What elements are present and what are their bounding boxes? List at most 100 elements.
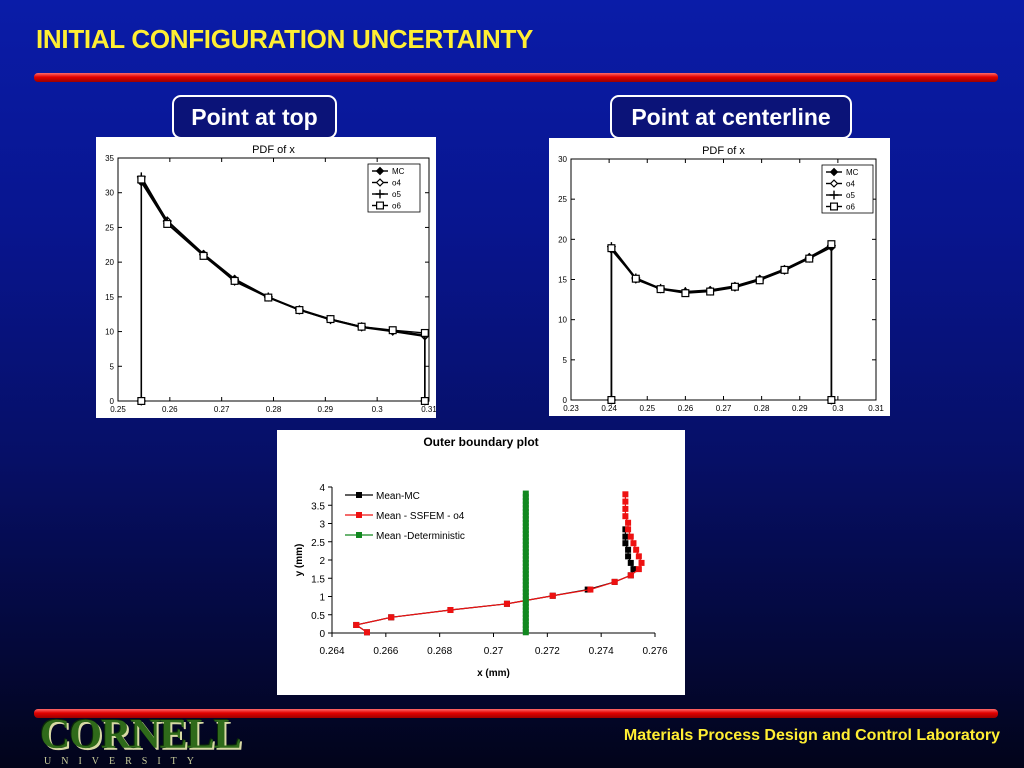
- boundary-x-tick-label: 0.27: [484, 646, 504, 657]
- pdf-center-point-o6: [805, 254, 814, 263]
- boundary-point-mean-deterministic: [522, 600, 529, 607]
- pdf-top-legend-marker: [375, 166, 385, 176]
- boundary-point-mean-mc: [630, 566, 637, 573]
- pdf-center-legend-label: o4: [846, 180, 855, 189]
- pdf-center-x-tick-label: 0.28: [754, 404, 770, 413]
- pdf-top-point-o6: [420, 397, 429, 406]
- boundary-point-mean-deterministic: [522, 505, 529, 512]
- boundary-point-mean-deterministic: [522, 589, 529, 596]
- boundary-point-mean-deterministic: [522, 548, 529, 555]
- boundary-x-tick-label: 0.264: [319, 646, 344, 657]
- boundary-title: Outer boundary plot: [423, 435, 538, 449]
- boundary-point-mean-deterministic: [522, 538, 529, 545]
- pdf-center-x-tick-label: 0.3: [832, 404, 844, 413]
- pdf-center-point-o6: [607, 244, 616, 253]
- boundary-point-mean-ssfem-o4: [503, 600, 510, 607]
- cornell-logo: CORNELL UNIVERSITY: [40, 712, 242, 768]
- pdf-center-y-tick-label: 15: [558, 276, 567, 285]
- logo-subtitle: UNIVERSITY: [44, 756, 204, 767]
- boundary-x-tick-label: 0.274: [589, 646, 614, 657]
- boundary-point-mean-deterministic: [522, 516, 529, 523]
- pdf-top-panel: PDF of x 0.25 0.26 0.27 0.28 0.29 0.3 0.31 0 5 10 1…: [96, 137, 436, 418]
- pdf-center-point-o6: [827, 396, 836, 405]
- pdf-center-point-o6: [656, 285, 665, 294]
- boundary-point-mean-deterministic: [522, 570, 529, 577]
- boundary-point-mean-deterministic: [522, 556, 529, 563]
- boundary-y-tick-label: 2: [319, 556, 325, 567]
- boundary-point-mean-deterministic: [522, 534, 529, 541]
- pdf-center-legend-label: o6: [846, 203, 855, 212]
- boundary-legend-marker: [356, 532, 362, 538]
- pdf-top-point-o6: [230, 276, 239, 285]
- pdf-top-point-o6: [388, 326, 397, 335]
- boundary-point-mean-ssfem-o4: [638, 559, 645, 566]
- pdf-top-point-o6: [295, 306, 304, 315]
- boundary-point-mean-ssfem-o4: [363, 629, 370, 636]
- boundary-point-mean-deterministic: [522, 625, 529, 632]
- pdf-center-point-o6: [827, 240, 836, 249]
- boundary-point-mean-deterministic: [522, 527, 529, 534]
- pdf-top-point-o6: [264, 293, 273, 302]
- pdf-top-y-tick-label: 0: [110, 397, 115, 406]
- pdf-top-legend-label: o5: [392, 190, 401, 199]
- pdf-top-legend-marker: [375, 178, 385, 187]
- boundary-point-mean-deterministic: [522, 596, 529, 603]
- boundary-y-tick-label: 1: [319, 593, 325, 604]
- pdf-top-legend-marker: [376, 201, 385, 210]
- boundary-point-mean-ssfem-o4: [625, 526, 632, 533]
- pdf-top-x-tick-label: 0.29: [318, 405, 334, 414]
- boundary-point-mean-deterministic: [522, 607, 529, 614]
- pdf-center-title: PDF of x: [702, 145, 745, 157]
- pdf-top-x-tick-label: 0.28: [266, 405, 282, 414]
- boundary-point-mean-deterministic: [522, 581, 529, 588]
- pdf-center-point-o6: [730, 282, 739, 291]
- boundary-point-mean-ssfem-o4: [633, 546, 640, 553]
- pdf-top-legend-label: MC: [392, 167, 405, 176]
- pdf-center-y-tick-label: 5: [563, 356, 568, 365]
- pdf-center-legend-marker: [829, 179, 839, 188]
- pdf-top-y-tick-label: 35: [105, 154, 114, 163]
- pdf-top-legend-label: o6: [392, 202, 401, 211]
- pdf-top-point-o6: [199, 251, 208, 260]
- pdf-top-y-tick-label: 10: [105, 328, 114, 337]
- pdf-center-legend-marker: [830, 202, 839, 211]
- pdf-center-series-o6: [607, 240, 836, 405]
- pdf-center-x-tick-label: 0.23: [563, 404, 579, 413]
- pdf-top-title: PDF of x: [252, 144, 295, 156]
- pdf-center-legend-label: MC: [846, 168, 859, 177]
- boundary-point-mean-deterministic: [522, 567, 529, 574]
- boundary-y-tick-label: 0: [319, 629, 325, 640]
- logo-wordmark: CORNELL: [40, 712, 242, 758]
- pdf-top-legend-marker: [375, 189, 385, 199]
- pdf-top-point-o6: [357, 322, 366, 331]
- boundary-point-mean-ssfem-o4: [622, 491, 629, 498]
- boundary-series-mean-deterministic: [522, 490, 529, 636]
- boundary-point-mean-deterministic: [522, 618, 529, 625]
- boundary-point-mean-deterministic: [522, 603, 529, 610]
- pdf-top-y-tick-label: 25: [105, 223, 114, 232]
- boundary-point-mean-deterministic: [522, 490, 529, 497]
- pdf-top-y-tick-label: 5: [110, 362, 115, 371]
- boundary-point-mean-deterministic: [522, 494, 529, 501]
- boundary-point-mean-deterministic: [522, 621, 529, 628]
- outer-boundary-panel: Outer boundary plot 0.264 0.266 0.268 0.27 0.…: [277, 430, 685, 695]
- boundary-point-mean-ssfem-o4: [353, 621, 360, 628]
- pdf-top-point-o6: [137, 175, 146, 184]
- boundary-point-mean-deterministic: [522, 574, 529, 581]
- boundary-point-mean-ssfem-o4: [630, 540, 637, 547]
- pdf-center-point-o6: [607, 396, 616, 405]
- boundary-point-mean-deterministic: [522, 508, 529, 515]
- boundary-point-mean-deterministic: [522, 497, 529, 504]
- boundary-point-mean-deterministic: [522, 512, 529, 519]
- pdf-center-x-tick-label: 0.25: [639, 404, 655, 413]
- boundary-point-mean-mc: [625, 546, 632, 553]
- boundary-legend-label: Mean-MC: [376, 491, 420, 502]
- boundary-series-mean-ssfem-o4: [353, 491, 645, 636]
- boundary-y-tick-label: 0.5: [311, 611, 325, 622]
- label-point-at-centerline: Point at centerline: [610, 95, 852, 139]
- boundary-point-mean-ssfem-o4: [622, 505, 629, 512]
- pdf-center-x-tick-label: 0.29: [792, 404, 808, 413]
- boundary-point-mean-mc: [625, 553, 632, 560]
- boundary-point-mean-deterministic: [522, 530, 529, 537]
- boundary-point-mean-deterministic: [522, 501, 529, 508]
